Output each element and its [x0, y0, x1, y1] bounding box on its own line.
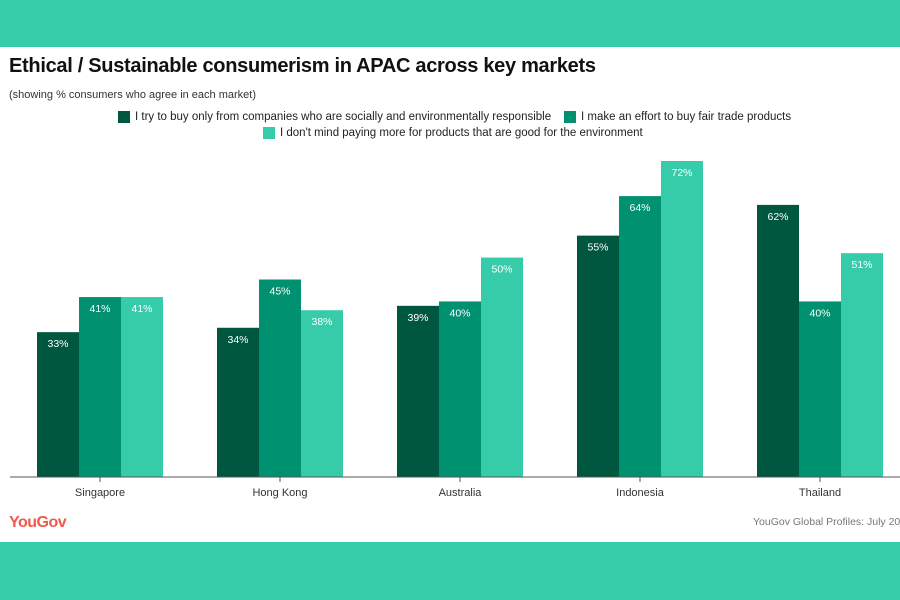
bar	[619, 196, 661, 477]
legend-item-pay-more: I don't mind paying more for products th…	[263, 127, 643, 139]
bar	[757, 204, 799, 477]
data-label: 72%	[671, 167, 692, 179]
bar	[799, 301, 841, 477]
bar	[397, 305, 439, 477]
data-label: 41%	[89, 303, 110, 315]
legend-swatch	[263, 127, 275, 139]
x-tick-label: Thailand	[799, 487, 841, 499]
data-label: 45%	[269, 286, 290, 298]
legend-item-fair-trade: I make an effort to buy fair trade produ…	[564, 111, 791, 123]
data-label: 62%	[767, 211, 788, 223]
yougov-logo: YouGov	[9, 514, 67, 531]
bar	[259, 279, 301, 477]
data-label: 33%	[47, 338, 68, 350]
legend-swatch	[564, 111, 576, 123]
bar	[481, 257, 523, 477]
legend-label: I don't mind paying more for products th…	[280, 127, 643, 139]
legend-label: I try to buy only from companies who are…	[135, 111, 552, 123]
data-label: 40%	[809, 307, 830, 319]
data-label: 51%	[851, 259, 872, 271]
bar	[37, 332, 79, 477]
bottom-band	[0, 542, 900, 600]
chart-title: Ethical / Sustainable consumerism in APA…	[9, 55, 596, 77]
legend-label: I make an effort to buy fair trade produ…	[581, 111, 792, 123]
x-tick-label: Australia	[439, 487, 483, 499]
bar	[841, 253, 883, 477]
x-tick-label: Hong Kong	[252, 487, 307, 499]
bar	[661, 161, 703, 477]
chart-subtitle: (showing % consumers who agree in each m…	[9, 89, 257, 101]
data-label: 40%	[449, 307, 470, 319]
source-note: YouGov Global Profiles: July 20	[753, 516, 900, 528]
bar	[439, 301, 481, 477]
bar	[217, 327, 259, 477]
bar	[79, 297, 121, 477]
data-label: 39%	[407, 312, 428, 324]
bar	[577, 235, 619, 477]
data-label: 64%	[629, 202, 650, 214]
bar	[121, 297, 163, 477]
x-tick-label: Singapore	[75, 487, 125, 499]
data-label: 34%	[227, 334, 248, 346]
data-label: 41%	[131, 303, 152, 315]
data-label: 38%	[311, 316, 332, 328]
top-band	[0, 0, 900, 47]
data-label: 50%	[491, 264, 512, 276]
bar	[301, 310, 343, 477]
x-tick-label: Indonesia	[616, 487, 665, 499]
legend-item-responsible: I try to buy only from companies who are…	[118, 111, 551, 123]
legend-swatch	[118, 111, 130, 123]
data-label: 55%	[587, 242, 608, 254]
